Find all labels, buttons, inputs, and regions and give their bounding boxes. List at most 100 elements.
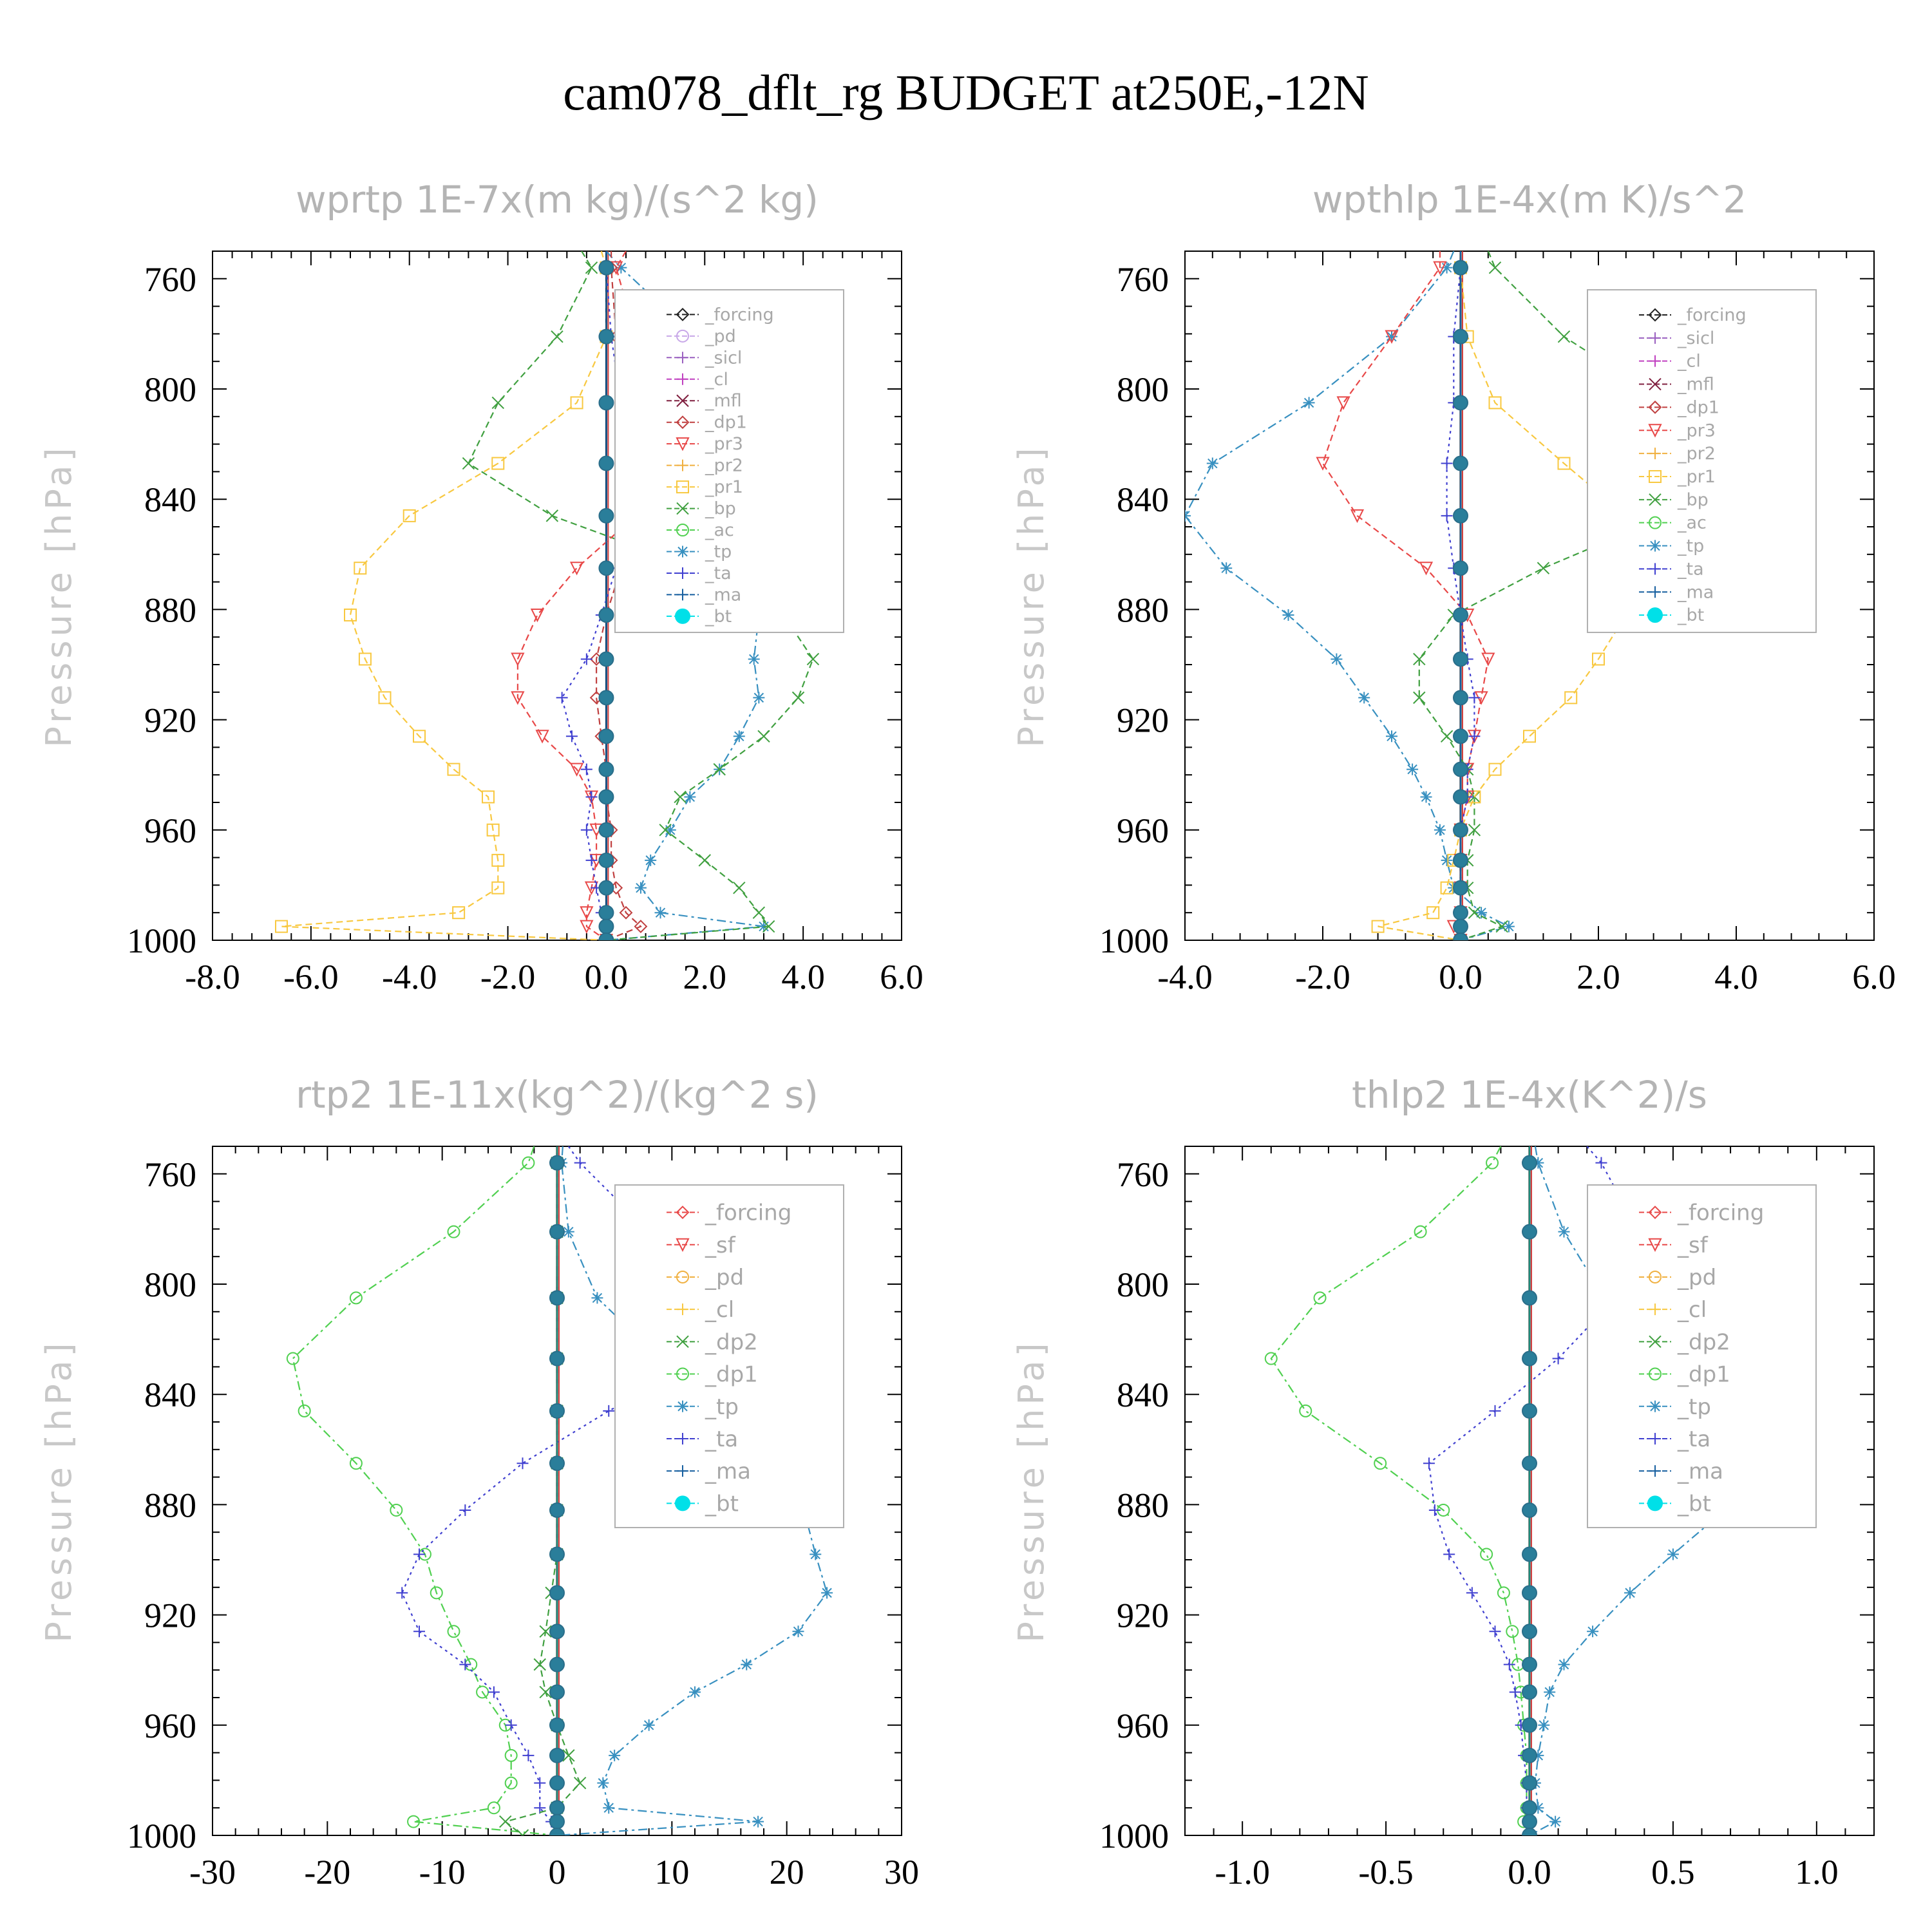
data-point-tp [1624, 1587, 1636, 1599]
legend-box [614, 1184, 844, 1528]
x-tick-label: 4.0 [1714, 958, 1758, 996]
legend-label: _cl [1677, 1297, 1707, 1323]
legend-marker [677, 567, 688, 579]
data-point-bt [1522, 1155, 1537, 1171]
data-point-bt [549, 1624, 565, 1640]
data-point-bp [1495, 920, 1508, 933]
data-point-pr1 [358, 652, 372, 666]
data-point-bp [585, 261, 598, 274]
data-point-dp2 [533, 1658, 546, 1671]
legend-label: _pr3 [705, 434, 743, 454]
data-point-ta [1595, 1157, 1607, 1169]
data-point-pr1 [275, 920, 288, 933]
data-point-pr1 [1488, 396, 1502, 410]
x-tick-label: 6.0 [1852, 958, 1896, 996]
data-point-pr1 [1371, 920, 1385, 933]
data-point-tp [1386, 730, 1397, 743]
data-point-bt [598, 328, 614, 345]
legend-label: _dp2 [705, 1329, 758, 1355]
legend-marker [676, 437, 690, 451]
data-point-bt [1522, 1800, 1537, 1816]
y-tick-label: 880 [144, 1486, 196, 1524]
legend-marker [1649, 586, 1661, 598]
x-tick-label: -2.0 [480, 958, 535, 996]
data-point-ta [1468, 692, 1481, 704]
x-tick-label: -6.0 [283, 958, 338, 996]
legend-label: _dp2 [1677, 1329, 1730, 1355]
legend-label: _bp [1677, 490, 1709, 510]
data-point-ta [1509, 1686, 1521, 1698]
data-point-bt [549, 1403, 565, 1419]
series-line-dp2 [504, 1146, 581, 1835]
x-tick-label: 0 [549, 1853, 566, 1891]
data-point-tp [1185, 509, 1191, 522]
data-point-bp [1413, 652, 1426, 666]
legend-label: _dp1 [1677, 1362, 1730, 1388]
y-tick-label: 1000 [1099, 1817, 1169, 1855]
y-tick-label: 1000 [127, 922, 196, 960]
data-point-tp [643, 1719, 655, 1731]
legend-label: _mfl [705, 391, 742, 411]
x-tick-label: -4.0 [382, 958, 437, 996]
data-point-bt [1522, 1656, 1537, 1672]
legend-marker [1649, 1367, 1662, 1381]
data-point-tp [1434, 824, 1446, 836]
legend-label: _ac [1677, 513, 1707, 533]
data-point-ta [580, 653, 592, 665]
data-point-bp [1537, 562, 1550, 574]
legend-marker [1648, 424, 1662, 438]
legend-label: _bt [1677, 605, 1704, 625]
legend-label: _mfl [1677, 375, 1714, 395]
data-point-dp1 [447, 1625, 460, 1638]
data-point-tp [1532, 1749, 1544, 1761]
data-point-dp2 [539, 1625, 552, 1638]
series-line-dp1 [1270, 1146, 1531, 1835]
legend-label: _ma [1677, 582, 1714, 602]
series-line-pr1 [281, 251, 607, 940]
y-tick-label: 760 [144, 1155, 196, 1194]
legend-label: _sf [705, 1233, 736, 1258]
data-point-tp [1420, 791, 1432, 803]
legend-label: _ma [705, 1459, 751, 1484]
legend-marker [1649, 1335, 1662, 1349]
data-point-bp [713, 762, 726, 776]
data-point-dp1 [1414, 1225, 1427, 1238]
data-point-ta [1489, 1405, 1501, 1417]
data-point-bt [549, 1224, 565, 1240]
data-point-dp1 [1506, 1625, 1519, 1638]
legend-marker [676, 307, 690, 321]
panel-title: rtp2 1E-11x(kg^2)/(kg^2 s) [296, 1073, 819, 1117]
data-point-tp [609, 1749, 621, 1761]
data-point-tp [753, 692, 765, 704]
legend-label: _tp [705, 542, 732, 562]
data-point-ta [459, 1504, 471, 1516]
legend-label: _pd [705, 1265, 744, 1291]
data-point-tp [821, 1587, 833, 1599]
data-point-pr3 [580, 920, 594, 934]
data-point-bt [1522, 1775, 1537, 1791]
y-tick-label: 1000 [127, 1817, 196, 1855]
legend-marker [677, 1303, 688, 1316]
data-point-ta [459, 1658, 471, 1671]
legend-marker [1648, 400, 1662, 414]
legend-marker [1649, 1270, 1662, 1283]
y-tick-label: 840 [1117, 1376, 1169, 1414]
legend-marker [677, 352, 688, 364]
data-point-ta [1428, 1504, 1441, 1516]
data-point-pr1 [1440, 881, 1454, 895]
x-tick-label: 0.0 [1508, 1853, 1551, 1891]
series-line-pr3 [1321, 251, 1489, 940]
data-point-bt [598, 690, 614, 706]
y-tick-label: 880 [1117, 1486, 1169, 1524]
legend-label: _cl [705, 370, 728, 390]
data-point-bt [598, 560, 614, 576]
y-tick-label: 960 [144, 1707, 196, 1745]
data-point-bp [1488, 261, 1502, 274]
panel-title: wpthlp 1E-4x(m K)/s^2 [1312, 178, 1747, 222]
data-point-bt [598, 728, 614, 744]
x-tick-label: -8.0 [185, 958, 240, 996]
x-tick-label: -30 [189, 1853, 236, 1891]
legend-label: _pr1 [705, 477, 743, 497]
data-point-dp1 [634, 920, 648, 934]
data-point-dp2 [516, 1829, 529, 1835]
